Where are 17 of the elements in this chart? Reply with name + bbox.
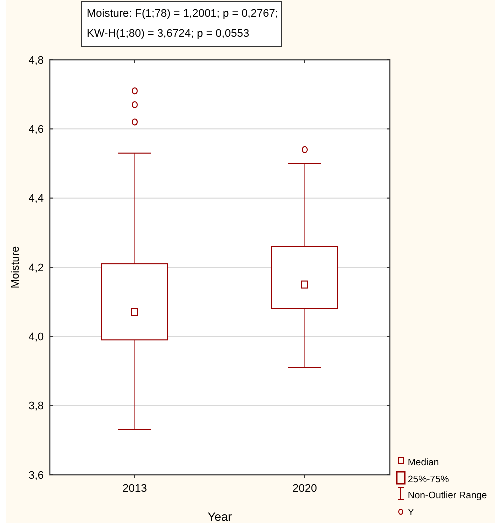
x-tick-label: 2020 (292, 483, 318, 495)
y-axis-title: Moisture (10, 246, 22, 289)
x-tick-label: 2013 (122, 483, 148, 495)
y-tick-label: 4,0 (28, 332, 44, 344)
text: Moisture: F(1;78) = 1,2001; p = 0,2767; (87, 8, 278, 20)
text: 25%-75% (408, 474, 450, 486)
y-tick-label: 4,6 (28, 124, 44, 136)
legend-label: Y (408, 507, 415, 518)
y-tick-label: 4,2 (28, 262, 44, 274)
y-tick-label: 3,8 (28, 400, 44, 413)
x-axis-title: Year (208, 510, 232, 524)
text: Non-Outlier Range (408, 490, 488, 502)
y-tick-label: 4,4 (28, 193, 44, 206)
text: KW-H(1;80) = 3,6724; p = 0,0553 (87, 28, 250, 40)
y-tick-label: 4,8 (28, 54, 44, 67)
text: Median (408, 457, 440, 468)
y-tick-label: 3,6 (28, 470, 44, 482)
